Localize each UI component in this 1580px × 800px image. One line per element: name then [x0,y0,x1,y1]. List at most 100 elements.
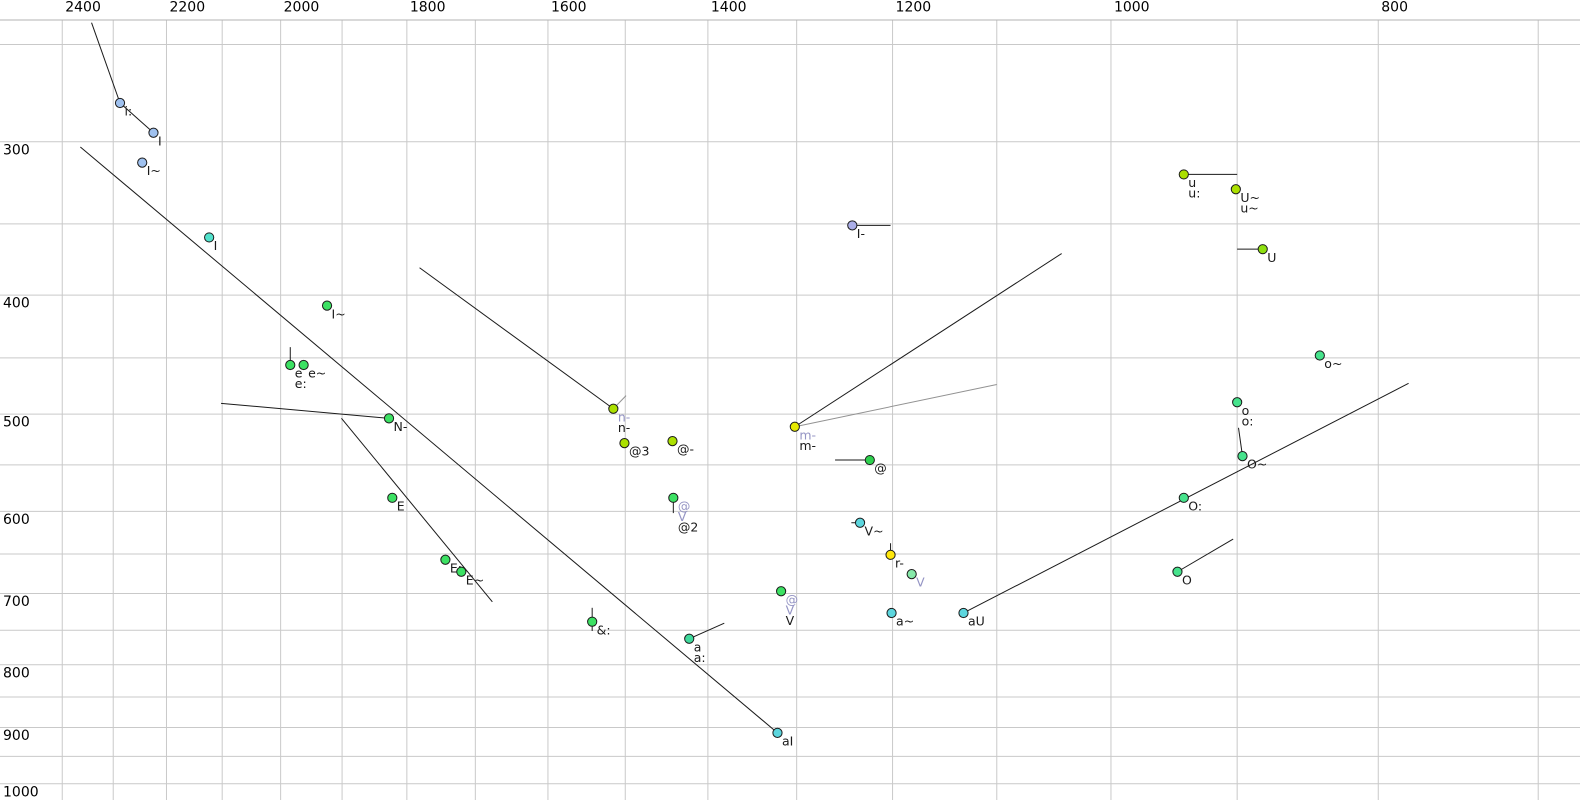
y-tick-label-700: 700 [3,594,30,610]
x-tick-label-2000: 2000 [284,0,320,16]
data-point-o-open-long [1178,492,1189,503]
x-tick-label-1200: 1200 [896,0,932,16]
point-label-schwa-3-0: @3 [629,444,649,459]
data-point-n-velar [383,413,395,424]
data-point-schwa [864,454,875,466]
data-point-a [684,633,695,644]
point-label-r-syllabic-0: r- [895,555,904,570]
point-label-o-open-0: O [1182,572,1192,587]
point-label-schwa-2-1: V [678,509,687,524]
x-tick-label-1600: 1600 [551,0,587,16]
point-label-a-i-0: aI [782,733,793,748]
point-label-v-grey-0: V [916,575,925,590]
point-label-schwa-0: @ [874,461,887,476]
point-label-i-long-0: i: [125,104,133,119]
data-point-ae-long [587,616,598,627]
point-label-o-long-0: o [1242,403,1250,418]
data-point-r-syllabic [885,549,896,560]
trajectory-line-8 [794,253,1062,428]
data-point-i-bar [847,220,858,231]
data-point-v-grey [906,569,917,580]
y-tick-label-400: 400 [3,296,30,312]
data-point-v-turned [776,586,787,597]
trajectory-line-16 [689,622,725,640]
data-point-e-open [387,492,398,503]
point-label-v-nasal-0: V~ [865,523,884,538]
data-point-u-cap [1257,244,1268,255]
data-point-o-long [1232,397,1243,408]
data-point-i-long [114,97,126,109]
data-point-i-nasal-green [321,300,333,311]
data-point-schwa-2 [668,492,679,503]
trajectory-line-5 [341,418,493,603]
data-point-i-nasal-blue [137,157,148,168]
point-label-n-syllabic-1: n- [618,420,630,435]
point-label-i-cap-blue-0: I [158,133,162,148]
point-label-i-bar-0: I- [857,226,865,241]
y-tick-label-1000: 1000 [3,784,39,800]
point-label-i-nasal-green-0: I~ [332,306,346,321]
data-point-e [285,359,296,371]
x-tick-label-2200: 2200 [169,0,205,16]
point-label-a-1: a: [694,650,706,665]
point-label-v-turned-2: V [786,613,795,628]
data-point-a-u [958,607,969,619]
point-label-u-long-1: u: [1188,186,1200,201]
y-tick-label-500: 500 [3,415,30,431]
point-label-o-long-1: o: [1242,413,1254,428]
point-label-n-velar-0: N- [394,419,408,434]
point-label-o-open-nasal-0: O~ [1247,457,1267,472]
point-label-i-nasal-blue-0: I~ [147,163,161,178]
trajectory-line-0 [91,22,121,104]
data-point-a-nasal [886,607,897,619]
data-point-i-cap-cyan [204,232,215,243]
data-point-schwa-dash [667,436,678,447]
point-label-m-syllabic-0: m- [799,427,816,442]
data-point-o-open [1172,566,1183,577]
point-label-a-0: a [694,639,702,654]
x-tick-label-1000: 1000 [1114,0,1150,16]
point-label-ae-long-0: &: [597,622,611,637]
data-point-o-nasal [1314,350,1325,361]
data-point-n-syllabic [608,403,619,414]
point-label-e-open-nasal-0: E~ [466,572,484,587]
point-label-n-syllabic-0: n- [618,409,630,424]
y-tick-label-900: 900 [3,728,30,744]
point-label-schwa-dash-0: @- [677,442,694,457]
point-label-i-cap-cyan-0: I [214,238,218,253]
x-tick-label-2400: 2400 [65,0,101,16]
point-label-u-long-0: u [1188,175,1196,190]
trajectory-line-1 [119,102,154,134]
data-point-e-open-nasal [456,566,467,577]
point-label-a-u-0: aU [968,614,985,629]
data-point-e-nasal [298,359,309,371]
data-point-v-nasal [854,517,866,528]
point-label-a-nasal-0: a~ [896,614,914,629]
data-point-u-long [1178,169,1189,180]
point-label-schwa-2-2: @2 [678,519,698,534]
point-label-v-turned-0: @ [786,592,799,607]
x-tick-label-800: 800 [1381,0,1408,16]
y-tick-label-300: 300 [3,142,30,158]
data-point-m-syllabic [789,421,800,432]
point-label-u-cap-nasal-1: u~ [1240,200,1258,215]
data-point-schwa-3 [619,438,630,449]
data-point-u-cap-nasal [1230,184,1241,195]
point-label-e-nasal-0: e~ [308,366,326,381]
point-label-v-turned-1: V [786,602,795,617]
point-label-m-syllabic-1: m- [799,438,816,453]
point-label-u-cap-nasal-0: U~ [1240,190,1260,205]
trajectory-line-2 [80,146,778,734]
point-label-e-open-0: E [397,498,405,513]
y-tick-label-800: 800 [3,665,30,681]
point-label-e-1: e: [295,376,307,391]
data-point-e-open-long [440,554,451,565]
trajectory-line-4 [221,402,390,419]
trajectory-line-9 [794,383,997,428]
point-label-o-open-long-0: O: [1188,498,1202,513]
point-label-o-nasal-0: o~ [1324,356,1342,371]
data-point-a-i [772,727,783,738]
trajectory-line-18 [1177,538,1234,573]
